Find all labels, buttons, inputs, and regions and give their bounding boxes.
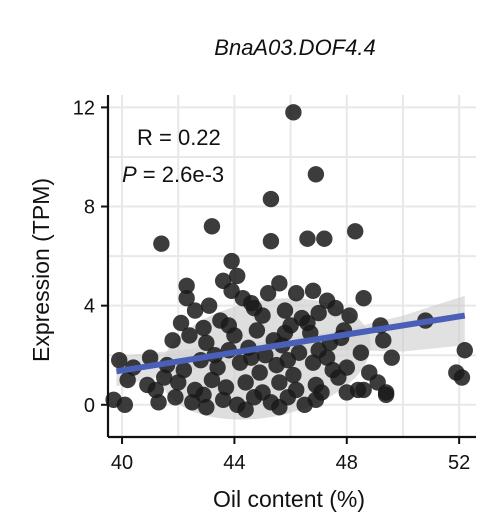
data-point <box>155 369 173 386</box>
data-point <box>220 317 237 334</box>
y-tick-label: 0 <box>84 395 95 417</box>
data-point <box>285 366 302 384</box>
data-point <box>318 349 336 366</box>
data-point <box>299 314 316 332</box>
data-point <box>186 302 204 319</box>
y-tick-label: 4 <box>84 296 95 318</box>
data-point <box>116 396 134 413</box>
data-point <box>217 379 235 396</box>
data-point <box>245 389 263 406</box>
data-point <box>243 349 260 366</box>
data-point <box>276 324 294 342</box>
data-point <box>276 302 294 319</box>
data-point <box>307 166 325 183</box>
data-point <box>304 282 322 299</box>
trend-line-layer <box>115 312 466 375</box>
data-point <box>198 399 215 416</box>
data-point <box>223 252 240 270</box>
data-point <box>214 391 232 409</box>
data-point <box>307 391 325 409</box>
data-point <box>245 299 263 317</box>
data-point <box>203 371 221 389</box>
data-point <box>195 319 212 337</box>
data-point <box>310 304 327 322</box>
r-value-label: R = 0.22 <box>137 125 221 150</box>
data-point <box>262 233 280 250</box>
data-point <box>164 332 181 349</box>
data-point <box>330 369 347 386</box>
data-point <box>237 401 254 418</box>
data-point <box>271 374 288 391</box>
data-point <box>352 344 370 361</box>
data-point <box>304 354 322 371</box>
data-point <box>271 399 288 416</box>
data-point <box>178 290 195 307</box>
data-point <box>150 394 167 411</box>
data-point <box>237 374 254 391</box>
data-point <box>299 230 316 247</box>
data-point <box>288 285 305 302</box>
data-point <box>172 314 190 332</box>
data-point <box>341 307 358 324</box>
chart-title: BnaA03.DOF4.4 <box>214 35 375 60</box>
data-point <box>119 371 136 389</box>
x-tick-label: 44 <box>223 452 245 474</box>
data-point <box>377 384 395 401</box>
data-point <box>316 230 333 247</box>
data-point <box>223 282 240 299</box>
data-point <box>167 389 184 406</box>
data-point <box>279 351 296 369</box>
data-point <box>170 374 187 391</box>
p-value: = 2.6e-3 <box>137 162 224 187</box>
data-point <box>285 104 302 121</box>
data-point <box>111 351 128 369</box>
y-tick-label: 12 <box>73 97 95 119</box>
data-point <box>259 285 277 302</box>
p-symbol: P <box>122 162 137 187</box>
data-point <box>271 275 288 292</box>
data-point <box>355 381 372 399</box>
trend-line <box>115 312 466 375</box>
data-point <box>375 332 392 349</box>
y-tick-label: 8 <box>84 197 95 219</box>
data-point <box>147 381 164 399</box>
data-point <box>262 190 280 208</box>
data-point <box>383 349 400 366</box>
data-point <box>198 334 215 352</box>
data-point <box>141 349 159 366</box>
x-tick-label: 48 <box>336 452 358 474</box>
y-axis-label: Expression (TPM) <box>28 178 54 362</box>
data-point <box>229 267 246 285</box>
data-point <box>251 364 268 381</box>
data-point <box>153 235 170 252</box>
data-point <box>181 327 198 344</box>
data-point <box>209 359 226 376</box>
data-point <box>338 384 355 401</box>
p-value-label: P = 2.6e-3 <box>122 162 224 187</box>
data-point <box>456 342 473 359</box>
x-tick-label: 40 <box>111 452 133 474</box>
data-point <box>200 297 218 314</box>
data-point <box>327 299 344 317</box>
data-point <box>453 369 471 386</box>
data-point <box>195 386 212 404</box>
x-axis-label: Oil content (%) <box>213 486 365 512</box>
data-point <box>175 361 193 379</box>
data-point <box>347 223 364 240</box>
data-point <box>355 290 372 307</box>
data-point <box>178 277 195 295</box>
data-point <box>203 218 221 235</box>
data-point <box>248 322 266 339</box>
x-tick-label: 52 <box>448 452 470 474</box>
